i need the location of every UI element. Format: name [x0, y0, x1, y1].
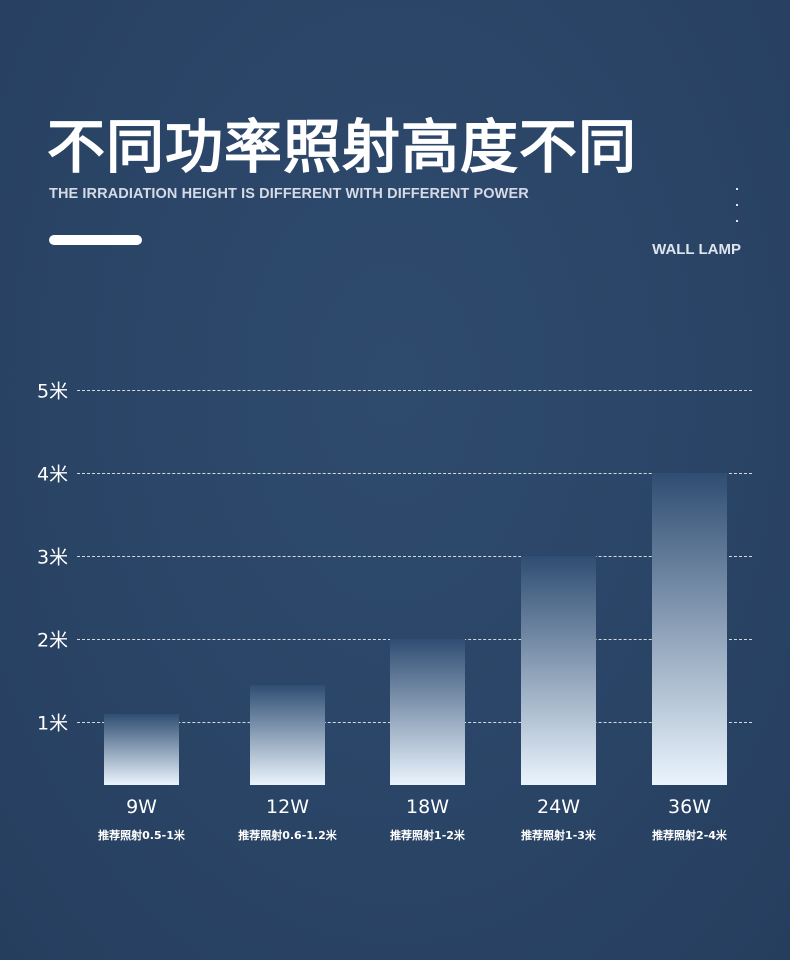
gridline	[77, 390, 752, 391]
decorative-pill	[49, 235, 142, 245]
x-tick-label: 18W	[406, 796, 449, 818]
page-title: 不同功率照射高度不同	[47, 113, 638, 181]
bar-24W	[521, 556, 596, 785]
bar-annotation: 推荐照射2-4米	[652, 829, 727, 842]
bar-36W	[652, 473, 727, 785]
bar-annotation: 推荐照射0.5-1米	[98, 829, 185, 842]
decorative-dots	[736, 188, 740, 236]
bar-annotation: 推荐照射0.6-1.2米	[238, 829, 337, 842]
y-tick-label: 2米	[37, 629, 69, 652]
y-tick-label: 4米	[37, 463, 69, 486]
bar-annotation: 推荐照射1-2米	[390, 829, 465, 842]
x-tick-label: 36W	[668, 796, 711, 818]
bar-annotation: 推荐照射1-3米	[521, 829, 596, 842]
bar-9W	[104, 713, 179, 785]
page-subtitle: THE IRRADIATION HEIGHT IS DIFFERENT WITH…	[49, 186, 529, 202]
wall-lamp-tag: WALL LAMP	[652, 241, 741, 258]
y-tick-label: 3米	[37, 546, 69, 569]
y-tick-label: 1米	[37, 712, 69, 735]
x-tick-label: 12W	[266, 796, 309, 818]
gridline	[77, 556, 752, 557]
x-tick-label: 24W	[537, 796, 580, 818]
gridline	[77, 473, 752, 474]
x-tick-label: 9W	[126, 796, 157, 818]
y-tick-label: 5米	[37, 380, 69, 403]
bar-18W	[390, 639, 465, 785]
bar-12W	[250, 684, 325, 785]
